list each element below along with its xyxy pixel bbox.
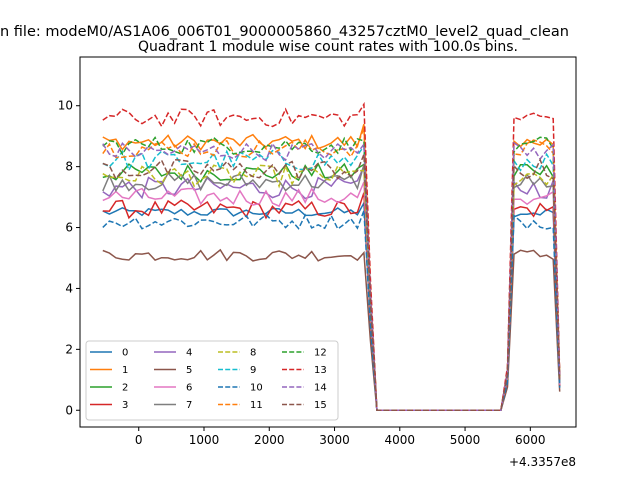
y-tick-label: 8 — [65, 160, 73, 174]
x-tick-label: 4000 — [385, 433, 416, 447]
legend-label: 10 — [250, 383, 263, 394]
legend-label: 6 — [186, 383, 192, 394]
plot-lines — [102, 101, 561, 412]
series-line-15 — [102, 154, 561, 412]
y-tick-label: 10 — [58, 99, 73, 113]
x-tick-label: 2000 — [254, 433, 285, 447]
legend-label: 8 — [250, 348, 256, 359]
legend-label: 3 — [122, 400, 128, 411]
x-tick-label: 5000 — [450, 433, 481, 447]
legend-label: 15 — [314, 400, 327, 411]
legend-label: 12 — [314, 348, 327, 359]
legend-label: 11 — [250, 400, 263, 411]
legend-label: 0 — [122, 348, 128, 359]
x-offset-label: +4.3357e8 — [509, 455, 576, 469]
chart-title: Quadrant 1 module wise count rates with … — [138, 39, 518, 55]
legend-label: 14 — [314, 383, 327, 394]
plot-frame — [79, 56, 577, 428]
legend-label: 13 — [314, 365, 327, 376]
legend-label: 9 — [250, 365, 256, 376]
legend-box — [85, 340, 339, 421]
x-tick-label: 1000 — [189, 433, 220, 447]
x-axis: 0 1000 2000 3000 4000 5000 6000 — [135, 427, 546, 447]
legend-label: 5 — [186, 365, 192, 376]
y-tick-label: 4 — [65, 281, 73, 295]
y-tick-label: 6 — [65, 221, 73, 235]
legend-label: 7 — [186, 400, 192, 411]
series-line-14 — [102, 141, 561, 412]
y-tick-label: 0 — [65, 403, 73, 417]
x-tick-label: 0 — [135, 433, 143, 447]
y-axis: 0 2 4 6 8 10 — [58, 99, 80, 417]
y-tick-label: 2 — [65, 342, 73, 356]
legend-label: 4 — [186, 348, 192, 359]
x-tick-label: 6000 — [515, 433, 546, 447]
figure-suptitle: n file: modeM0/AS1A06_006T01_9000005860_… — [0, 24, 569, 40]
x-tick-label: 3000 — [319, 433, 350, 447]
legend-label: 1 — [122, 365, 128, 376]
legend-label: 2 — [122, 383, 128, 394]
